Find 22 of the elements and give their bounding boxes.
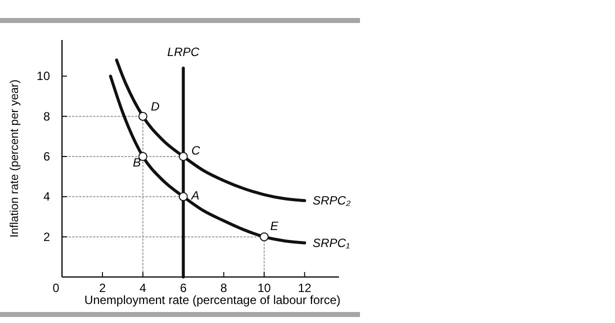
annotation: E — [270, 218, 280, 233]
x-tick-label: 2 — [99, 281, 106, 295]
x-tick-label: 6 — [180, 281, 187, 295]
x-tick-label: 8 — [220, 281, 228, 295]
x-tick-label: 0 — [52, 281, 60, 295]
y-tick-label: 6 — [43, 149, 50, 164]
y-tick-label: 8 — [43, 109, 50, 124]
x-tick-label: 12 — [298, 281, 312, 295]
x-axis-title: Unemployment rate (percentage of labour force) — [84, 293, 341, 307]
series-label: SRPC₂ — [312, 194, 351, 208]
y-axis-title: Inflation rate (percent per year) — [9, 79, 21, 238]
annotation: D — [150, 99, 160, 114]
annotation: B — [132, 155, 141, 170]
annotation: C — [191, 143, 200, 158]
annotation: A — [190, 188, 200, 203]
y-tick-label: 10 — [36, 69, 50, 84]
y-tick-label: 2 — [43, 230, 50, 244]
x-tick-label: 10 — [258, 281, 272, 295]
series-label: LRPC — [167, 45, 200, 60]
series-label: SRPC₁ — [312, 236, 350, 250]
y-tick-label: 4 — [43, 190, 50, 204]
x-tick-label: 4 — [140, 281, 147, 295]
